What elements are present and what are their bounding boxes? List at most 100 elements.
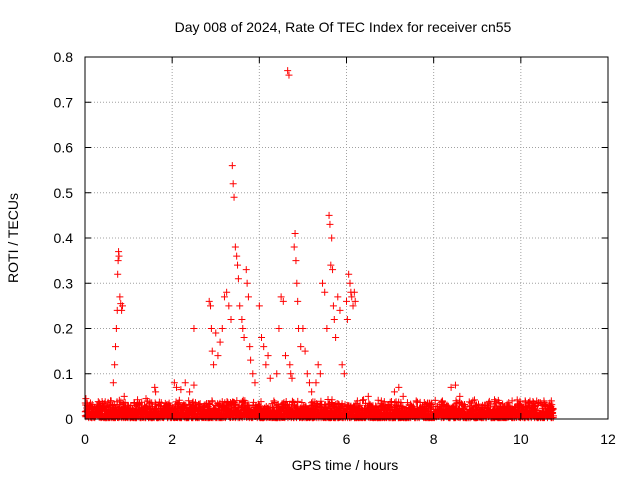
data-point <box>297 343 305 351</box>
data-point <box>266 374 274 382</box>
data-point <box>170 379 178 387</box>
x-tick-label: 0 <box>81 431 89 447</box>
data-point <box>395 383 403 391</box>
data-point <box>350 288 358 296</box>
data-point <box>225 302 233 310</box>
data-point <box>349 302 357 310</box>
data-point <box>290 243 298 251</box>
data-point <box>127 401 135 409</box>
data-point <box>301 347 309 355</box>
data-point <box>351 297 359 305</box>
data-point <box>82 395 90 403</box>
data-point <box>112 343 120 351</box>
data-point <box>230 193 238 201</box>
data-point <box>196 400 204 408</box>
chart-title: Day 008 of 2024, Rate Of TEC Index for r… <box>175 19 512 35</box>
data-point <box>120 392 128 400</box>
data-point <box>214 352 222 360</box>
data-point <box>118 302 126 310</box>
data-point <box>152 388 160 396</box>
data-point <box>377 397 385 405</box>
data-point <box>182 401 190 409</box>
data-point <box>181 379 189 387</box>
y-tick-label: 0.7 <box>54 94 74 110</box>
data-point <box>531 403 539 411</box>
data-point <box>109 379 117 387</box>
data-point <box>227 315 235 323</box>
x-tick-label: 4 <box>255 431 263 447</box>
data-point <box>343 315 351 323</box>
data-point <box>205 297 213 305</box>
data-point <box>327 261 335 269</box>
y-tick-label: 0.5 <box>54 185 74 201</box>
data-point <box>101 406 109 414</box>
x-axis-label: GPS time / hours <box>292 457 399 473</box>
data-point <box>314 361 322 369</box>
data-point <box>249 370 257 378</box>
y-tick-label: 0.3 <box>54 275 74 291</box>
data-point <box>321 288 329 296</box>
data-point <box>451 381 459 389</box>
data-point <box>243 279 251 287</box>
data-point <box>277 293 285 301</box>
data-point <box>114 257 122 265</box>
data-point <box>107 397 115 405</box>
data-point <box>412 397 420 405</box>
data-point <box>438 397 446 405</box>
data-point <box>549 409 557 417</box>
data-point <box>380 398 388 406</box>
data-point <box>262 361 270 369</box>
data-point <box>273 370 281 378</box>
y-axis-label: ROTI / TECUs <box>5 193 21 283</box>
data-point <box>239 396 247 404</box>
data-point <box>247 356 255 364</box>
data-point <box>185 397 193 405</box>
data-point <box>88 410 96 418</box>
data-point <box>328 234 336 242</box>
data-point <box>353 397 361 405</box>
data-point <box>540 397 548 405</box>
data-point <box>397 399 405 407</box>
data-point <box>186 388 194 396</box>
data-point <box>298 398 306 406</box>
data-point <box>258 334 266 342</box>
data-point <box>325 211 333 219</box>
data-point <box>284 67 292 75</box>
data-point <box>330 315 338 323</box>
data-point <box>329 302 337 310</box>
data-point <box>133 401 141 409</box>
data-point <box>174 400 182 408</box>
data-point <box>332 334 340 342</box>
data-point <box>316 370 324 378</box>
data-point <box>343 297 350 305</box>
data-point <box>291 229 299 237</box>
data-point <box>374 396 382 404</box>
data-point <box>100 400 108 408</box>
data-point <box>294 397 302 405</box>
data-point <box>390 388 398 396</box>
data-point <box>425 399 433 407</box>
data-point <box>114 270 122 278</box>
data-point <box>285 71 293 79</box>
data-point <box>279 297 287 305</box>
data-point <box>207 302 215 310</box>
data-point <box>319 279 327 287</box>
data-point <box>175 396 183 404</box>
data-point <box>505 399 513 407</box>
data-point <box>282 398 290 406</box>
x-tick-label: 8 <box>430 431 438 447</box>
data-point <box>142 395 150 403</box>
axis-ticks <box>84 56 609 420</box>
data-point <box>303 370 311 378</box>
data-point <box>547 397 555 405</box>
data-point <box>431 396 439 404</box>
y-tick-label: 0.4 <box>54 230 74 246</box>
data-point <box>242 266 250 274</box>
data-point <box>469 397 477 405</box>
data-point <box>270 397 278 405</box>
data-point <box>233 252 241 260</box>
data-point <box>549 414 557 422</box>
data-point <box>292 257 300 265</box>
data-point <box>329 266 337 274</box>
data-point <box>85 401 93 409</box>
